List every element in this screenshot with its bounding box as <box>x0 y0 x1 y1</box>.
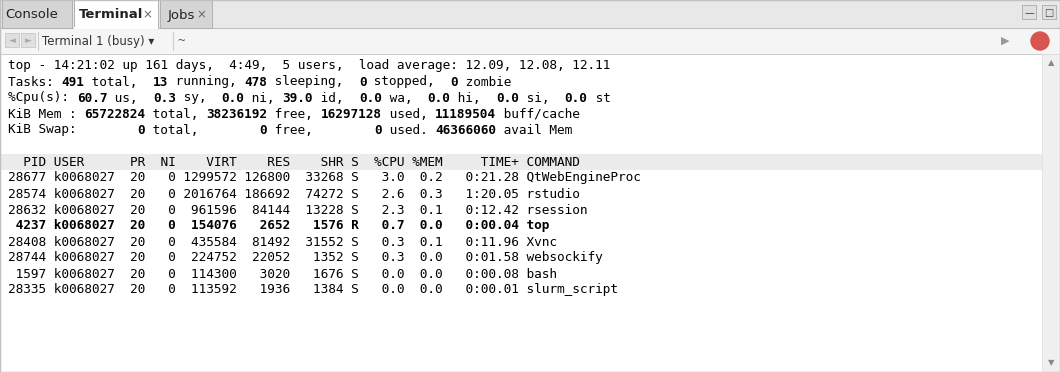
Text: 0.0: 0.0 <box>496 92 519 105</box>
Text: si,: si, <box>519 92 565 105</box>
Text: ▼: ▼ <box>1047 359 1055 368</box>
Bar <box>74 0 158 28</box>
Text: 0: 0 <box>374 124 382 137</box>
Text: 28632 k0068027  20   0  961596  84144  13228 S   2.3  0.1   0:12.42 rsession: 28632 k0068027 20 0 961596 84144 13228 S… <box>8 203 587 217</box>
Text: total,: total, <box>84 76 153 89</box>
Text: 0.0: 0.0 <box>427 92 450 105</box>
Circle shape <box>1031 32 1049 50</box>
Text: Terminal 1 (busy) ▾: Terminal 1 (busy) ▾ <box>42 35 155 48</box>
Bar <box>21 33 35 47</box>
Text: running,: running, <box>169 76 245 89</box>
Bar <box>0 0 1060 28</box>
Text: free,: free, <box>267 108 320 121</box>
Bar <box>1022 5 1036 19</box>
Bar <box>2 0 72 28</box>
Text: ◄: ◄ <box>8 36 16 45</box>
Text: st: st <box>587 92 611 105</box>
Text: 0: 0 <box>138 124 145 137</box>
Text: top - 14:21:02 up 161 days,  4:49,  5 users,  load average: 12.09, 12.08, 12.11: top - 14:21:02 up 161 days, 4:49, 5 user… <box>8 60 611 73</box>
Text: ▶: ▶ <box>1001 36 1009 46</box>
Text: 0.3: 0.3 <box>153 92 176 105</box>
Text: 28677 k0068027  20   0 1299572 126800  33268 S   3.0  0.2   0:21.28 QtWebEngineP: 28677 k0068027 20 0 1299572 126800 33268… <box>8 171 641 185</box>
Text: id,: id, <box>313 92 358 105</box>
Text: PID USER      PR  NI    VIRT    RES    SHR S  %CPU %MEM     TIME+ COMMAND: PID USER PR NI VIRT RES SHR S %CPU %MEM … <box>8 155 580 169</box>
Text: buff/cache: buff/cache <box>496 108 580 121</box>
Text: Tasks:: Tasks: <box>8 76 61 89</box>
Text: 28574 k0068027  20   0 2016764 186692  74272 S   2.6  0.3   1:20.05 rstudio: 28574 k0068027 20 0 2016764 186692 74272… <box>8 187 580 201</box>
Text: 28744 k0068027  20   0  224752  22052   1352 S   0.3  0.0   0:01.58 websockify: 28744 k0068027 20 0 224752 22052 1352 S … <box>8 251 603 264</box>
Text: avail Mem: avail Mem <box>496 124 572 137</box>
Text: 11189504: 11189504 <box>435 108 496 121</box>
Text: Console: Console <box>5 9 58 22</box>
Text: —: — <box>1024 8 1034 18</box>
Text: KiB Mem :: KiB Mem : <box>8 108 84 121</box>
Text: 0: 0 <box>358 76 367 89</box>
Text: us,: us, <box>107 92 153 105</box>
Bar <box>1042 5 1056 19</box>
Text: 4237 k0068027  20   0  154076   2652   1576 R   0.7  0.0   0:00.04 top: 4237 k0068027 20 0 154076 2652 1576 R 0.… <box>8 219 549 232</box>
Text: ×: × <box>142 9 152 22</box>
Bar <box>5 33 19 47</box>
Text: Jobs: Jobs <box>167 9 195 22</box>
Bar <box>0 28 1060 54</box>
Text: 16297128: 16297128 <box>320 108 382 121</box>
Bar <box>1042 54 1060 372</box>
Text: 39.0: 39.0 <box>283 92 313 105</box>
Text: total,: total, <box>145 108 207 121</box>
Text: used.: used. <box>382 124 435 137</box>
Text: used,: used, <box>382 108 435 121</box>
Text: ~: ~ <box>178 35 186 48</box>
Text: 28335 k0068027  20   0  113592   1936   1384 S   0.0  0.0   0:00.01 slurm_script: 28335 k0068027 20 0 113592 1936 1384 S 0… <box>8 283 618 296</box>
Text: 0: 0 <box>450 76 458 89</box>
Text: sleeping,: sleeping, <box>267 76 358 89</box>
Text: wa,: wa, <box>382 92 427 105</box>
Text: 0.0: 0.0 <box>565 92 587 105</box>
Text: 1597 k0068027  20   0  114300   3020   1676 S   0.0  0.0   0:00.08 bash: 1597 k0068027 20 0 114300 3020 1676 S 0.… <box>8 267 556 280</box>
Text: 28408 k0068027  20   0  435584  81492  31552 S   0.3  0.1   0:11.96 Xvnc: 28408 k0068027 20 0 435584 81492 31552 S… <box>8 235 556 248</box>
Text: Terminal: Terminal <box>78 9 143 22</box>
Text: 0: 0 <box>260 124 267 137</box>
Text: 478: 478 <box>245 76 267 89</box>
Text: total,: total, <box>145 124 260 137</box>
Text: 60.7: 60.7 <box>76 92 107 105</box>
Text: KiB Swap:: KiB Swap: <box>8 124 138 137</box>
Text: ni,: ni, <box>245 92 283 105</box>
Text: □: □ <box>1044 8 1054 18</box>
Text: 65722824: 65722824 <box>84 108 145 121</box>
Text: ×: × <box>196 9 206 22</box>
Text: 38236192: 38236192 <box>207 108 267 121</box>
Bar <box>0 154 1042 170</box>
Text: 46366060: 46366060 <box>435 124 496 137</box>
Text: stopped,: stopped, <box>367 76 450 89</box>
Text: 0.0: 0.0 <box>358 92 382 105</box>
Text: %Cpu(s):: %Cpu(s): <box>8 92 76 105</box>
Text: ►: ► <box>24 36 32 45</box>
Text: sy,: sy, <box>176 92 222 105</box>
Text: ▲: ▲ <box>1047 58 1055 67</box>
Bar <box>0 54 1060 372</box>
Text: 0.0: 0.0 <box>222 92 245 105</box>
Text: hi,: hi, <box>450 92 496 105</box>
Text: zombie: zombie <box>458 76 511 89</box>
Text: 13: 13 <box>153 76 169 89</box>
Text: free,: free, <box>267 124 374 137</box>
Bar <box>160 0 212 28</box>
Text: 491: 491 <box>61 76 84 89</box>
